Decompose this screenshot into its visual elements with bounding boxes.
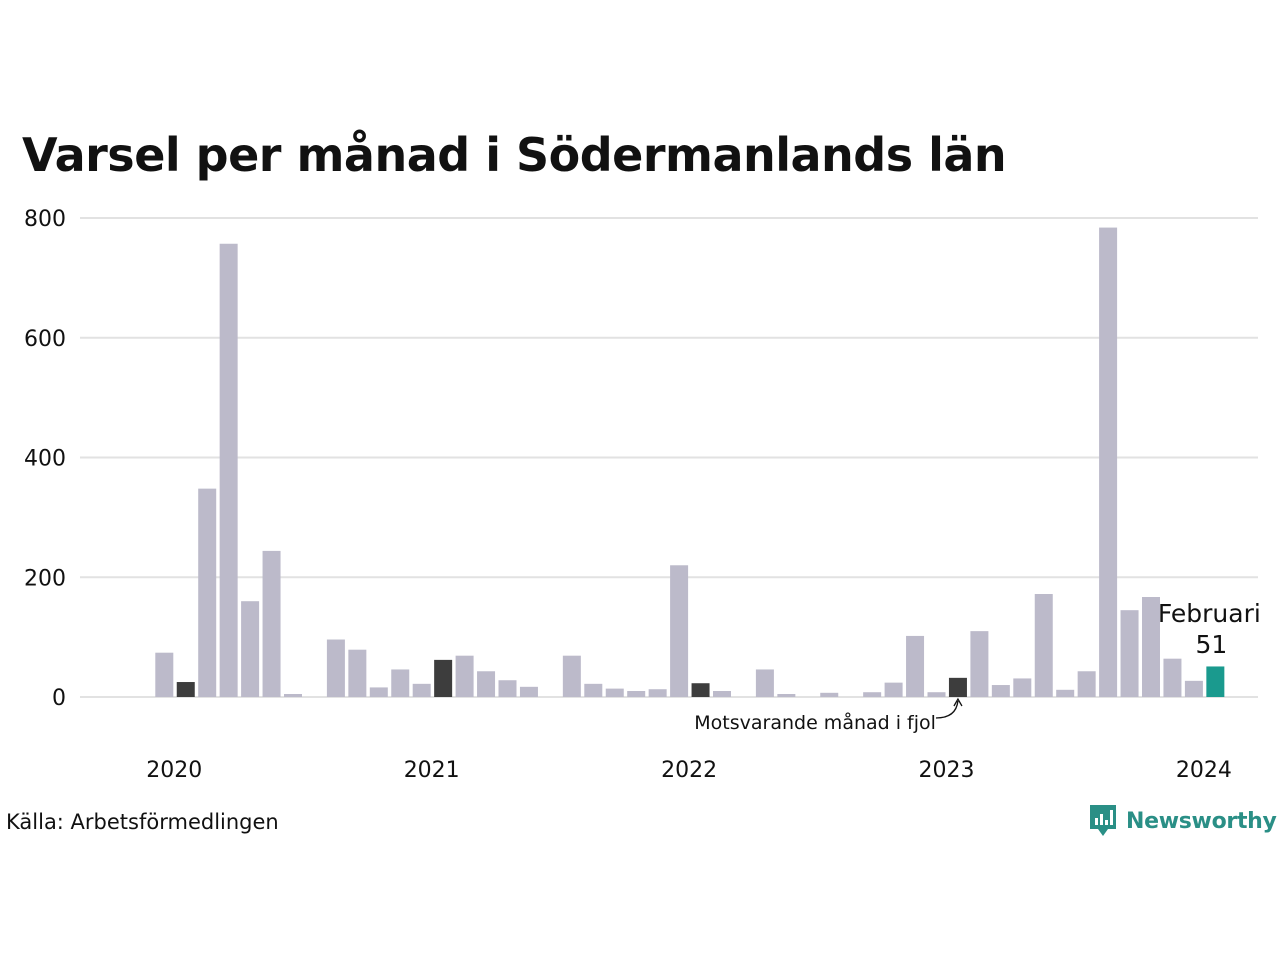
- bar-2021-02: [434, 659, 453, 697]
- bar-2023-04: [991, 685, 1010, 697]
- annotation-arrow-head: [953, 697, 963, 707]
- bar-2020-07: [284, 694, 302, 697]
- bar-2020-06: [262, 550, 281, 697]
- bar-2020-11: [369, 687, 388, 697]
- bar-2021-12: [648, 689, 667, 697]
- bar-2023-09: [1099, 227, 1118, 697]
- x-tick-label: 2022: [661, 758, 717, 783]
- bar-2023-02: [948, 677, 967, 697]
- bar-2023-10: [1120, 610, 1139, 697]
- highlight-value-label: 51: [1195, 630, 1227, 659]
- bar-2020-02: [176, 682, 195, 697]
- bar-2023-07: [1056, 689, 1075, 697]
- x-axis-tick-labels: 2020 2021 2022 2023 2024: [146, 758, 1232, 783]
- bar-2023-06: [1034, 594, 1053, 697]
- bar-2022-11: [884, 682, 903, 697]
- newsworthy-logo-icon: [1090, 805, 1116, 836]
- bar-2024-02: [1206, 666, 1225, 697]
- bar-2020-03: [198, 488, 217, 697]
- bar-2020-10: [348, 649, 367, 697]
- x-tick-label: 2024: [1176, 758, 1232, 783]
- bar-2020-01: [155, 652, 174, 697]
- bar-2022-03: [713, 691, 731, 697]
- highlight-month-label: Februari: [1158, 599, 1261, 628]
- bar-2023-11: [1142, 597, 1160, 697]
- bar-2021-11: [627, 691, 646, 697]
- bar-2021-03: [455, 655, 474, 697]
- bar-2020-05: [241, 601, 260, 697]
- y-axis-tick-labels: 0 200 400 600 800: [24, 207, 66, 711]
- brand-logo[interactable]: Newsworthy: [1088, 803, 1277, 839]
- y-tick-label: 200: [24, 566, 66, 591]
- bar-2023-12: [1163, 658, 1182, 697]
- bar-2024-01: [1184, 680, 1203, 697]
- source-credit: Källa: Arbetsförmedlingen: [6, 810, 279, 834]
- bars: [155, 227, 1225, 697]
- y-tick-label: 800: [24, 207, 66, 232]
- bar-2021-01: [412, 683, 431, 697]
- y-tick-label: 600: [24, 327, 66, 352]
- bar-2022-12: [906, 635, 925, 697]
- bar-2023-03: [970, 631, 989, 697]
- bar-2020-09: [326, 639, 345, 697]
- bar-2022-10: [863, 692, 882, 697]
- bar-2022-02: [691, 683, 710, 697]
- bar-2023-01: [927, 692, 946, 697]
- bar-2022-01: [670, 565, 689, 697]
- bar-2021-08: [562, 655, 581, 697]
- chart-title: Varsel per månad i Södermanlands län: [22, 128, 1007, 182]
- bar-2021-04: [477, 671, 496, 697]
- bar-2020-12: [391, 669, 410, 697]
- bar-2021-10: [605, 688, 624, 697]
- bar-2022-08: [820, 692, 839, 697]
- bar-2023-05: [1013, 678, 1032, 697]
- annotation-arrow-line: [935, 700, 959, 719]
- bar-2023-08: [1077, 671, 1096, 697]
- y-tick-label: 400: [24, 447, 66, 472]
- previous-year-annotation: Motsvarande månad i fjol: [694, 711, 936, 734]
- bar-2021-09: [584, 683, 603, 697]
- bar-2021-05: [498, 680, 517, 697]
- bar-2021-06: [519, 686, 538, 697]
- x-tick-label: 2023: [919, 758, 975, 783]
- x-tick-label: 2021: [404, 758, 460, 783]
- brand-name: Newsworthy: [1126, 808, 1277, 834]
- y-tick-label: 0: [52, 686, 66, 711]
- bar-2022-06: [777, 694, 796, 697]
- x-tick-label: 2020: [146, 758, 202, 783]
- bar-2020-04: [219, 243, 238, 697]
- bar-2022-05: [755, 669, 774, 697]
